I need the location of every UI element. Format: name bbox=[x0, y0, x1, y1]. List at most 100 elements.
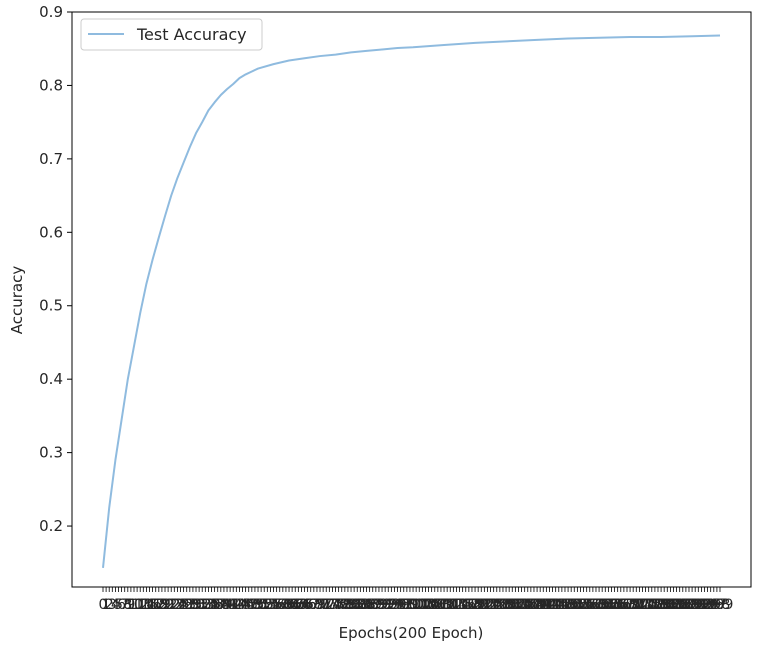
x-tick-label: 166 bbox=[604, 597, 631, 613]
x-tick-label: 192 bbox=[685, 597, 712, 613]
x-tick-label: 45 bbox=[234, 597, 252, 613]
test-accuracy-line bbox=[102, 34, 721, 569]
x-tick-label: 2 bbox=[105, 597, 114, 613]
x-tick-label: 77 bbox=[333, 597, 351, 613]
legend-label: Test Accuracy bbox=[136, 25, 247, 44]
x-tick-label: 159 bbox=[583, 597, 610, 613]
x-tick-label: 118 bbox=[455, 597, 482, 613]
x-tick-label: 26 bbox=[175, 597, 193, 613]
x-tick-label: 137 bbox=[514, 597, 541, 613]
x-tick-label: 112 bbox=[437, 597, 464, 613]
x-tick-label: 40 bbox=[218, 597, 236, 613]
x-tick-label: 63 bbox=[289, 597, 307, 613]
x-tick-label: 9 bbox=[126, 597, 135, 613]
x-tick-label: 28 bbox=[181, 597, 199, 613]
x-tick-label: 59 bbox=[277, 597, 295, 613]
x-tick-label: 14 bbox=[137, 597, 155, 613]
x-tick-label: 168 bbox=[611, 597, 638, 613]
x-tick-label: 117 bbox=[452, 597, 479, 613]
x-tick-label: 5 bbox=[114, 597, 123, 613]
x-tick-label: 66 bbox=[299, 597, 317, 613]
x-tick-label: 25 bbox=[172, 597, 190, 613]
x-tick-label: 55 bbox=[265, 597, 283, 613]
x-tick-label: 34 bbox=[200, 597, 218, 613]
x-tick-label: 43 bbox=[227, 597, 245, 613]
x-axis-ticks: 0123456789101112131415161718192021222324… bbox=[99, 587, 733, 613]
x-tick-label: 155 bbox=[570, 597, 597, 613]
x-tick-label: 104 bbox=[412, 597, 439, 613]
x-tick-label: 100 bbox=[400, 597, 427, 613]
x-tick-label: 103 bbox=[409, 597, 436, 613]
x-tick-label: 152 bbox=[561, 597, 588, 613]
x-tick-label: 32 bbox=[193, 597, 211, 613]
x-tick-label: 170 bbox=[617, 597, 644, 613]
x-tick-label: 8 bbox=[123, 597, 132, 613]
x-tick-label: 150 bbox=[555, 597, 582, 613]
x-tick-label: 110 bbox=[431, 597, 458, 613]
x-tick-label: 132 bbox=[499, 597, 526, 613]
x-tick-label: 46 bbox=[237, 597, 255, 613]
x-tick-label: 79 bbox=[339, 597, 357, 613]
x-tick-label: 191 bbox=[682, 597, 709, 613]
x-tick-label: 39 bbox=[215, 597, 233, 613]
x-tick-label: 99 bbox=[401, 597, 419, 613]
x-tick-label: 143 bbox=[533, 597, 560, 613]
x-tick-label: 73 bbox=[320, 597, 338, 613]
x-tick-label: 15 bbox=[141, 597, 159, 613]
x-tick-label: 67 bbox=[302, 597, 320, 613]
legend: Test Accuracy bbox=[80, 18, 263, 51]
x-tick-label: 144 bbox=[536, 597, 563, 613]
x-tick-label: 175 bbox=[632, 597, 659, 613]
x-tick-label: 151 bbox=[558, 597, 585, 613]
x-tick-label: 107 bbox=[421, 597, 448, 613]
x-tick-label: 161 bbox=[589, 597, 616, 613]
x-tick-label: 3 bbox=[108, 597, 117, 613]
x-tick-label: 169 bbox=[614, 597, 641, 613]
x-tick-label: 109 bbox=[428, 597, 455, 613]
x-tick-label: 78 bbox=[336, 597, 354, 613]
x-tick-label: 56 bbox=[268, 597, 286, 613]
x-tick-label: 128 bbox=[486, 597, 513, 613]
x-tick-label: 173 bbox=[626, 597, 653, 613]
x-tick-label: 86 bbox=[361, 597, 379, 613]
y-tick-label: 0.3 bbox=[39, 444, 63, 462]
x-tick-label: 130 bbox=[493, 597, 520, 613]
x-tick-label: 126 bbox=[480, 597, 507, 613]
y-tick-label: 0.6 bbox=[39, 223, 63, 241]
x-tick-label: 13 bbox=[134, 597, 152, 613]
x-tick-label: 72 bbox=[317, 597, 335, 613]
x-tick-label: 186 bbox=[666, 597, 693, 613]
x-tick-label: 167 bbox=[607, 597, 634, 613]
x-tick-label: 69 bbox=[308, 597, 326, 613]
x-tick-label: 122 bbox=[468, 597, 495, 613]
x-tick-label: 53 bbox=[258, 597, 276, 613]
x-tick-label: 31 bbox=[190, 597, 208, 613]
x-tick-label: 113 bbox=[440, 597, 467, 613]
y-tick-label: 0.5 bbox=[39, 297, 63, 315]
x-tick-label: 178 bbox=[642, 597, 669, 613]
x-tick-label: 88 bbox=[367, 597, 385, 613]
x-tick-label: 51 bbox=[252, 597, 270, 613]
x-tick-label: 165 bbox=[601, 597, 628, 613]
x-tick-label: 160 bbox=[586, 597, 613, 613]
x-tick-label: 22 bbox=[162, 597, 180, 613]
x-tick-label: 116 bbox=[449, 597, 476, 613]
x-tick-label: 146 bbox=[542, 597, 569, 613]
x-tick-label: 85 bbox=[358, 597, 376, 613]
x-tick-label: 36 bbox=[206, 597, 224, 613]
x-tick-label: 84 bbox=[355, 597, 373, 613]
x-tick-label: 49 bbox=[246, 597, 264, 613]
x-tick-label: 102 bbox=[406, 597, 433, 613]
x-tick-label: 181 bbox=[651, 597, 678, 613]
x-tick-label: 48 bbox=[243, 597, 261, 613]
x-axis-label: Epochs(200 Epoch) bbox=[339, 624, 484, 642]
x-tick-label: 179 bbox=[645, 597, 672, 613]
y-axis-label: Accuracy bbox=[8, 266, 26, 335]
x-tick-label: 136 bbox=[511, 597, 538, 613]
x-tick-label: 180 bbox=[648, 597, 675, 613]
x-tick-label: 158 bbox=[580, 597, 607, 613]
x-tick-label: 38 bbox=[212, 597, 230, 613]
x-tick-label: 138 bbox=[518, 597, 545, 613]
x-tick-label: 156 bbox=[573, 597, 600, 613]
x-tick-label: 71 bbox=[314, 597, 332, 613]
